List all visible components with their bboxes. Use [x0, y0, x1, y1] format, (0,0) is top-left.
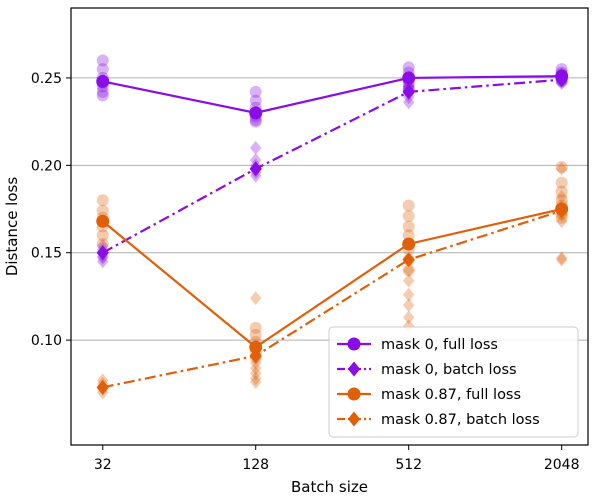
legend-marker — [347, 361, 361, 377]
legend-box — [328, 326, 579, 438]
scatter-point — [249, 328, 262, 341]
series-marker — [249, 161, 262, 177]
scatter-point — [249, 85, 262, 98]
series-marker — [402, 252, 415, 268]
scatter-point — [402, 210, 415, 223]
legend: mask 0, full loss mask 0, batch loss mask … — [328, 326, 579, 438]
scatter-point — [250, 375, 262, 389]
series-marker — [249, 106, 263, 120]
lines-layer — [102, 75, 563, 389]
series-marker — [249, 340, 263, 354]
scatter-point — [96, 54, 109, 67]
legend-marker — [347, 411, 361, 427]
scatter-point — [250, 140, 262, 155]
legend-marker — [347, 337, 361, 351]
markers-layer — [96, 69, 569, 395]
ticks: 0.10 0.15 0.20 0.25 32 128 512 2048 — [31, 71, 580, 473]
scatter-point — [555, 251, 568, 265]
scatter-point — [555, 214, 568, 229]
scatter-point — [96, 63, 109, 76]
y-tick-label: 0.10 — [31, 333, 62, 349]
x-tick-label: 32 — [94, 457, 112, 473]
scatter-point — [555, 176, 568, 189]
series-line — [102, 209, 563, 389]
scatter-point — [249, 321, 262, 334]
scatter-point — [249, 94, 262, 107]
legend-label: mask 0, full loss — [381, 337, 498, 353]
scatter-point — [402, 199, 415, 212]
series-line — [102, 75, 562, 115]
series-marker — [249, 348, 262, 364]
scatter-point — [555, 252, 568, 267]
series-line — [102, 78, 562, 254]
scatter-point — [555, 189, 568, 204]
scatter-point — [402, 273, 415, 288]
scatter-point — [402, 287, 415, 302]
legend-marker — [347, 387, 361, 401]
series-marker — [96, 214, 110, 228]
scatter-point — [97, 254, 109, 269]
y-tick-label: 0.20 — [31, 158, 62, 174]
series-marker — [555, 72, 568, 88]
legend-label: mask 0, batch loss — [381, 362, 517, 378]
series-marker — [402, 237, 416, 251]
y-tick-label: 0.25 — [31, 71, 62, 87]
legend-label: mask 0.87, full loss — [381, 387, 521, 403]
scatter-point — [250, 361, 262, 375]
scatter-point — [250, 153, 262, 167]
scatter-point — [402, 220, 415, 233]
plot-frame — [70, 7, 589, 446]
series-marker — [402, 71, 416, 85]
scatter-point — [250, 291, 262, 306]
x-tick-label: 128 — [242, 457, 269, 473]
scatter-point — [96, 237, 109, 250]
scatter-point — [402, 263, 415, 278]
series-marker — [96, 245, 109, 261]
series-marker — [402, 84, 415, 100]
x-axis-label: Batch size — [291, 478, 368, 496]
x-tick-label: 2048 — [544, 457, 580, 473]
y-tick-label: 0.15 — [31, 246, 62, 262]
scatter-point — [250, 371, 262, 386]
series-marker — [96, 74, 110, 88]
scatter-point — [555, 161, 568, 176]
scatter-point — [250, 366, 262, 381]
scatter-point — [96, 204, 109, 217]
series-marker — [96, 379, 109, 395]
scatter-point — [96, 85, 109, 98]
y-axis-label: Distance loss — [3, 177, 21, 277]
scatter-point — [96, 89, 109, 102]
series-line — [102, 207, 562, 349]
series-marker — [555, 203, 568, 219]
scatter-point — [402, 95, 415, 110]
x-tick-label: 512 — [395, 457, 422, 473]
scatter-point — [402, 298, 415, 313]
scatter-point — [96, 229, 109, 242]
legend-label: mask 0.87, batch loss — [381, 412, 540, 428]
grid — [71, 77, 588, 341]
scatter-point — [402, 264, 415, 277]
scatter-point — [555, 161, 568, 174]
scatter-point — [402, 310, 415, 325]
scatter-point — [555, 185, 568, 198]
scatter-point — [96, 194, 109, 207]
scatter-point — [402, 61, 415, 74]
